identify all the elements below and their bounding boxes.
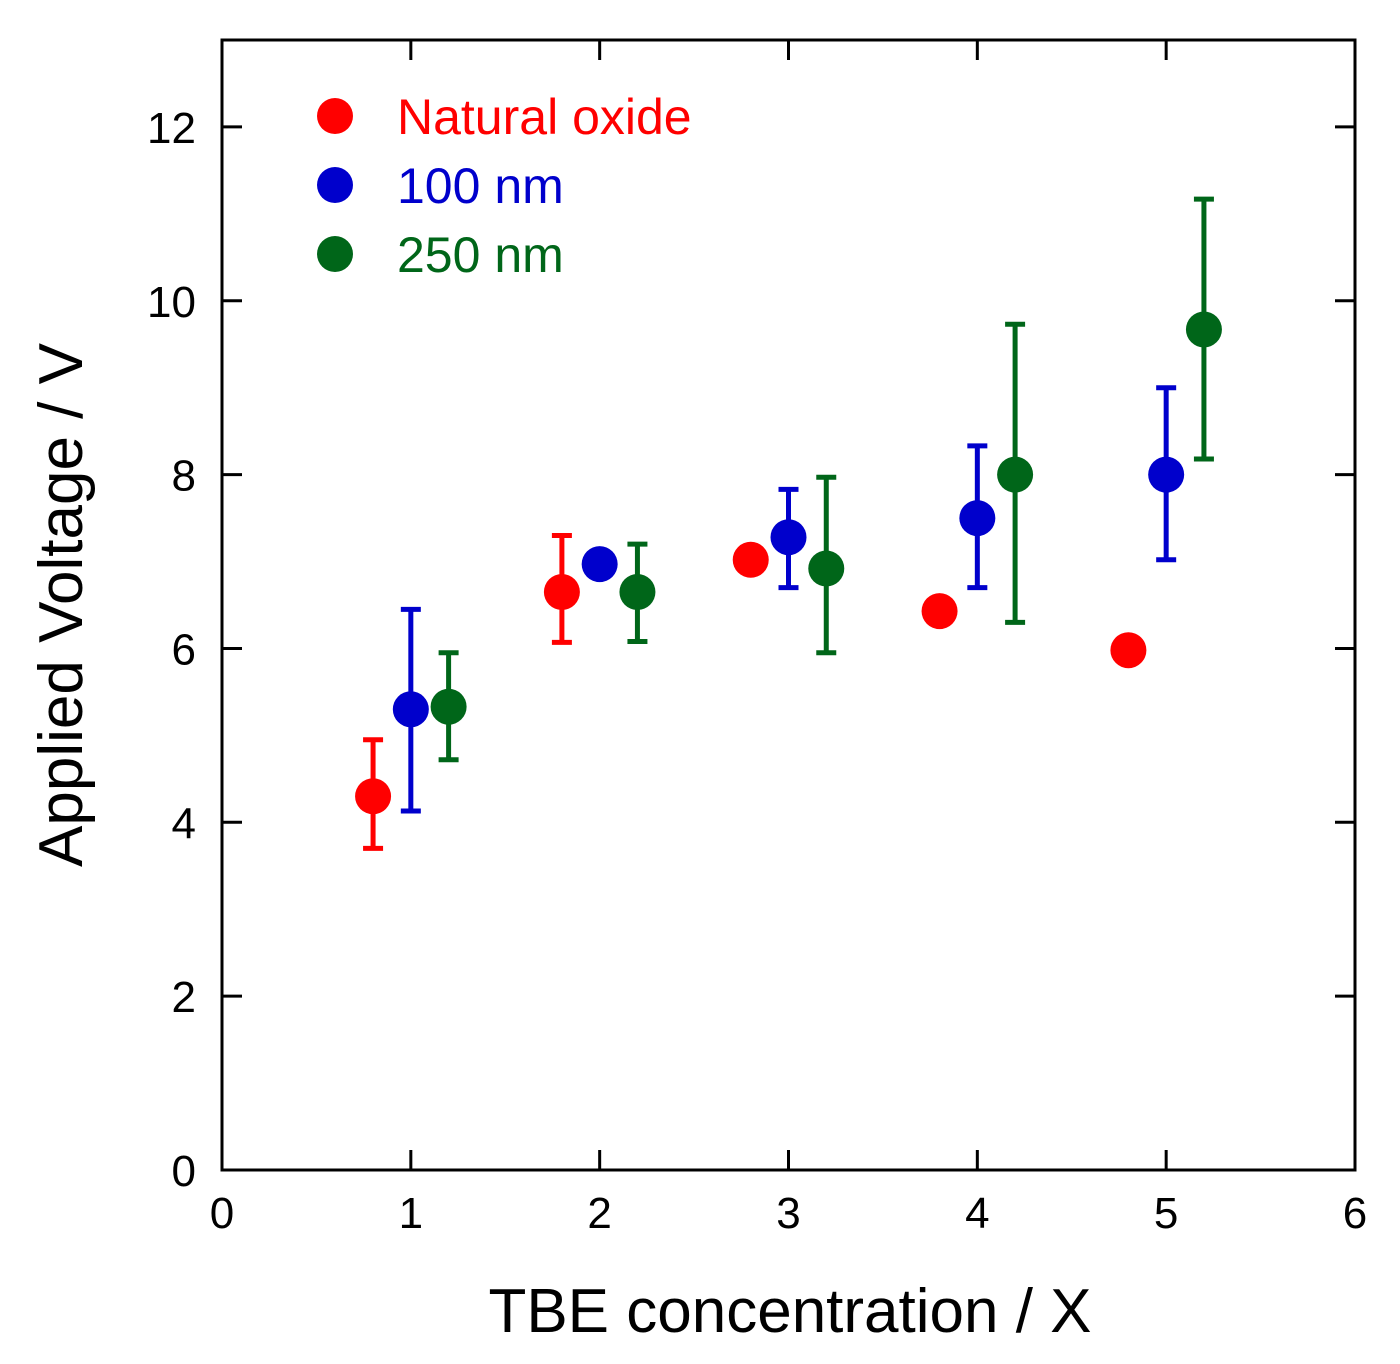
data-point [1185,311,1222,348]
y-tick-label: 12 [147,104,196,153]
x-axis-title: TBE concentration / X [488,1277,1091,1346]
series-100-nm [392,385,1185,814]
y-axis-title: Applied Voltage / V [27,342,96,867]
legend-item: 250 nm [317,227,564,283]
x-tick-label: 5 [1154,1189,1178,1238]
data-point [1148,456,1185,493]
legend-marker [317,98,353,134]
data-point [1110,632,1147,669]
legend-label: 250 nm [397,227,564,283]
legend-item: 100 nm [317,158,564,214]
data-point [355,778,392,815]
x-tick-label: 0 [210,1189,234,1238]
x-tick-label: 6 [1343,1189,1367,1238]
data-point [392,691,429,728]
data-point [997,456,1034,493]
data-point [581,546,618,583]
y-tick-label: 0 [172,1147,196,1196]
y-tick-label: 4 [172,799,196,848]
data-point [921,593,958,630]
data-point [543,573,580,610]
x-tick-label: 3 [776,1189,800,1238]
x-tick-label: 4 [965,1189,989,1238]
data-point [959,500,996,537]
x-tick-label: 1 [399,1189,423,1238]
x-tick-label: 2 [587,1189,611,1238]
data-point [808,550,845,587]
y-tick-label: 6 [172,625,196,674]
legend-item: Natural oxide [317,89,692,145]
data-point [430,688,467,725]
legend: Natural oxide 100 nm 250 nm [317,89,692,283]
data-point [732,541,769,578]
y-tick-label: 10 [147,278,196,327]
legend-marker [317,236,353,272]
data-point [619,573,656,610]
y-tick-label: 8 [172,452,196,501]
data-layer [355,196,1222,851]
legend-label: Natural oxide [397,89,692,145]
series-natural-oxide [355,532,1147,851]
series-250-nm [430,196,1222,763]
y-tick-label: 2 [172,973,196,1022]
plot-frame [220,38,1357,1172]
legend-marker [317,167,353,203]
data-point [770,519,807,556]
legend-label: 100 nm [397,158,564,214]
